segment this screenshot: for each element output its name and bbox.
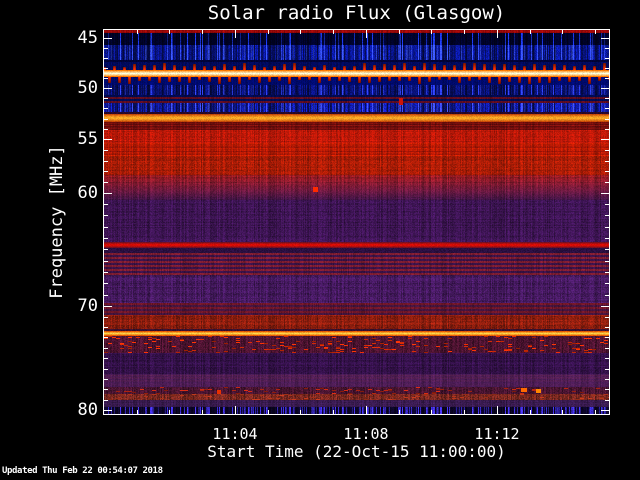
y-tick-label: 55 — [77, 129, 98, 149]
x-tick-label: 11:12 — [474, 425, 520, 443]
y-tick-label: 60 — [77, 183, 98, 203]
x-tick-label: 11:04 — [212, 425, 258, 443]
y-tick-label: 80 — [77, 400, 98, 420]
y-tick-label: 50 — [77, 78, 98, 98]
y-tick-label: 45 — [77, 28, 98, 48]
y-tick-label: 70 — [77, 296, 98, 316]
x-axis-title: Start Time (22-Oct-15 11:00:00) — [207, 442, 506, 461]
updated-timestamp: Updated Thu Feb 22 00:54:07 2018 — [2, 466, 163, 476]
y-axis-title: Frequency [MHz] — [47, 145, 67, 299]
spectrogram-canvas — [104, 30, 609, 414]
plot-title: Solar radio Flux (Glasgow) — [207, 2, 506, 24]
x-tick-label: 11:08 — [343, 425, 389, 443]
